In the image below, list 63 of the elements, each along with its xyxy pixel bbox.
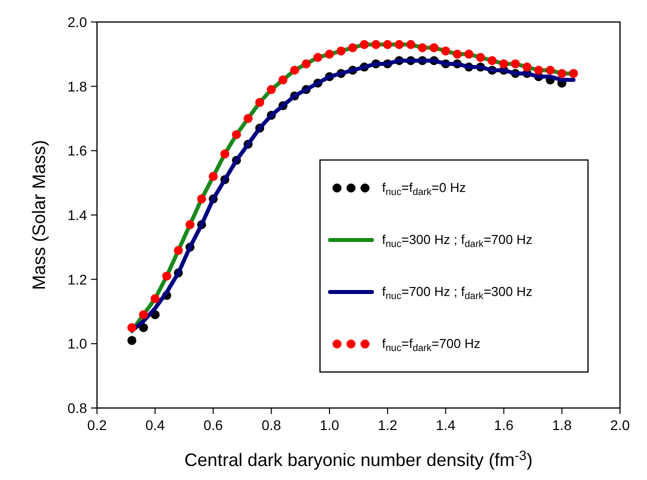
point bbox=[302, 59, 311, 68]
point bbox=[220, 149, 230, 158]
point bbox=[127, 336, 136, 345]
point bbox=[127, 323, 136, 332]
point bbox=[383, 40, 392, 50]
y-tick-label: 0.8 bbox=[68, 400, 88, 416]
x-tick-label: 1.0 bbox=[320, 417, 340, 433]
legend-label: f$_{nuc}$=f$_{dark}$=700 Hz bbox=[382, 336, 480, 354]
legend-label: f$_{nuc}$=300 Hz ; f$_{dark}$=700 Hz bbox=[382, 232, 532, 250]
y-tick-label: 2.0 bbox=[68, 14, 88, 30]
x-tick-label: 1.4 bbox=[436, 417, 456, 433]
point bbox=[313, 52, 322, 62]
legend-label: f$_{nuc}$=f$_{dark}$=0 Hz bbox=[382, 180, 466, 198]
y-tick-label: 1.4 bbox=[68, 207, 88, 223]
point bbox=[244, 114, 253, 123]
point bbox=[546, 66, 555, 75]
point bbox=[557, 68, 566, 78]
point bbox=[394, 40, 404, 50]
point bbox=[418, 43, 427, 52]
point bbox=[464, 50, 474, 59]
y-tick-label: 1.2 bbox=[68, 271, 88, 288]
point bbox=[488, 56, 497, 66]
point bbox=[476, 52, 486, 62]
y-tick-label: 1.0 bbox=[68, 336, 88, 352]
point bbox=[150, 294, 160, 304]
point bbox=[522, 62, 532, 72]
point bbox=[430, 43, 439, 52]
point bbox=[348, 43, 358, 52]
point bbox=[255, 98, 264, 107]
point bbox=[360, 40, 369, 50]
x-tick-label: 1.8 bbox=[552, 417, 572, 433]
y-tick-label: 1.8 bbox=[68, 78, 88, 94]
point bbox=[174, 246, 183, 255]
point bbox=[324, 50, 334, 59]
y-axis-title: Mass (Solar Mass) bbox=[29, 140, 49, 290]
point bbox=[534, 66, 544, 75]
point bbox=[197, 194, 206, 204]
x-tick-label: 1.6 bbox=[494, 417, 514, 433]
legend-label: f$_{nuc}$=700 Hz ; f$_{dark}$=300 Hz bbox=[382, 284, 532, 302]
point bbox=[185, 220, 194, 230]
x-tick-label: 2.0 bbox=[610, 417, 630, 433]
point bbox=[569, 68, 578, 78]
x-tick-label: 0.6 bbox=[203, 417, 224, 433]
x-tick-label: 0.4 bbox=[145, 417, 166, 433]
point bbox=[208, 172, 218, 181]
point bbox=[266, 85, 276, 94]
point bbox=[138, 310, 148, 320]
point bbox=[510, 59, 520, 68]
x-tick-label: 0.8 bbox=[262, 417, 282, 433]
point bbox=[371, 40, 380, 50]
point bbox=[162, 272, 172, 281]
point bbox=[441, 46, 450, 56]
point bbox=[406, 40, 416, 50]
x-tick-label: 1.2 bbox=[378, 417, 398, 433]
point bbox=[499, 59, 508, 68]
point bbox=[452, 50, 462, 59]
point bbox=[232, 130, 241, 140]
point bbox=[336, 46, 346, 56]
x-tick-label: 0.2 bbox=[87, 417, 107, 433]
y-tick-label: 1.6 bbox=[68, 142, 88, 159]
x-axis-title: Central dark baryonic number density (fm$^{-3}$) bbox=[184, 448, 533, 470]
point bbox=[278, 75, 288, 84]
point bbox=[290, 66, 300, 75]
